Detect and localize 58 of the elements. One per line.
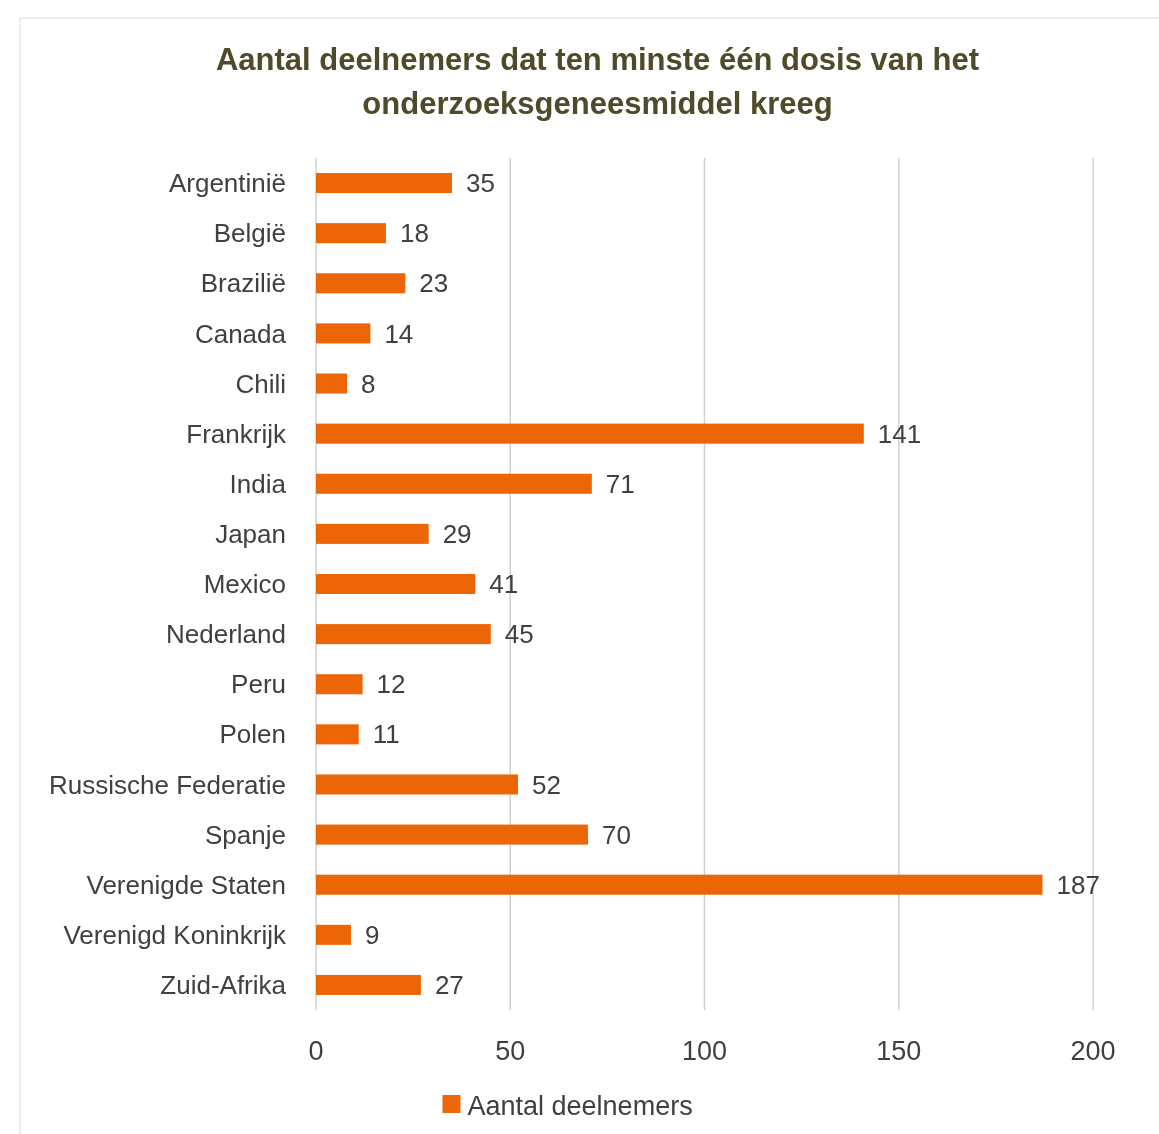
chart-title: Aantal deelnemers dat ten minste één dosis van het onderzoeksgeneesmiddel kreeg (215, 42, 980, 121)
y-tick-label: Argentinië (168, 168, 286, 199)
data-label: 29 (442, 518, 472, 549)
y-tick-label: Frankrijk (186, 418, 287, 449)
data-label: 18 (399, 218, 429, 249)
y-tick-label: Peru (231, 669, 286, 700)
bar (316, 523, 429, 544)
bar (316, 774, 519, 795)
data-label: 14 (384, 318, 414, 349)
bar (316, 323, 371, 344)
data-label: 12 (376, 669, 406, 700)
data-label: 9 (364, 919, 380, 950)
legend-label: Aantal deelnemers (467, 1091, 693, 1122)
data-label: 23 (419, 268, 449, 299)
bar (316, 974, 421, 995)
y-tick-label: Polen (219, 719, 286, 750)
y-tick-label: Canada (194, 318, 287, 349)
bar (316, 674, 363, 695)
x-tick-label: 0 (308, 1036, 324, 1066)
y-tick-label: Japan (215, 518, 286, 549)
x-tick-label: 200 (1070, 1036, 1116, 1066)
bar (316, 724, 359, 745)
bar (316, 173, 452, 194)
bar (316, 473, 592, 494)
y-tick-label: Verenigd Koninkrijk (63, 919, 287, 950)
y-tick-label: Nederland (166, 619, 286, 650)
data-label: 41 (489, 569, 519, 600)
y-tick-label: België (213, 218, 286, 249)
data-label: 71 (605, 468, 635, 499)
data-label: 27 (434, 970, 464, 1001)
bar (316, 824, 588, 845)
y-tick-label: Mexico (203, 569, 286, 600)
y-tick-label: Russische Federatie (49, 769, 286, 800)
y-tick-label: Spanje (205, 819, 286, 850)
data-label: 45 (504, 619, 534, 650)
data-label: 8 (361, 368, 376, 399)
bar (316, 223, 386, 244)
bar (316, 573, 476, 595)
data-label: 141 (877, 418, 922, 449)
bar (316, 423, 864, 444)
data-label: 70 (601, 819, 631, 850)
bar (316, 924, 351, 945)
data-label: 11 (372, 719, 400, 750)
data-label: 35 (465, 168, 495, 199)
bar (316, 273, 406, 294)
bar (316, 373, 348, 394)
y-tick-label: Zuid-Afrika (160, 970, 287, 1001)
data-label: 187 (1056, 869, 1100, 900)
x-tick-label: 150 (876, 1036, 922, 1066)
y-tick-label: Brazilië (200, 268, 286, 299)
x-tick-label: 100 (681, 1036, 728, 1066)
x-tick-label: 50 (495, 1036, 526, 1066)
data-label: 52 (532, 769, 561, 800)
y-tick-label: Chili (235, 368, 286, 399)
bar (316, 874, 1043, 895)
bar (316, 624, 491, 645)
y-tick-label: India (229, 468, 287, 499)
y-tick-label: Verenigde Staten (86, 869, 286, 900)
